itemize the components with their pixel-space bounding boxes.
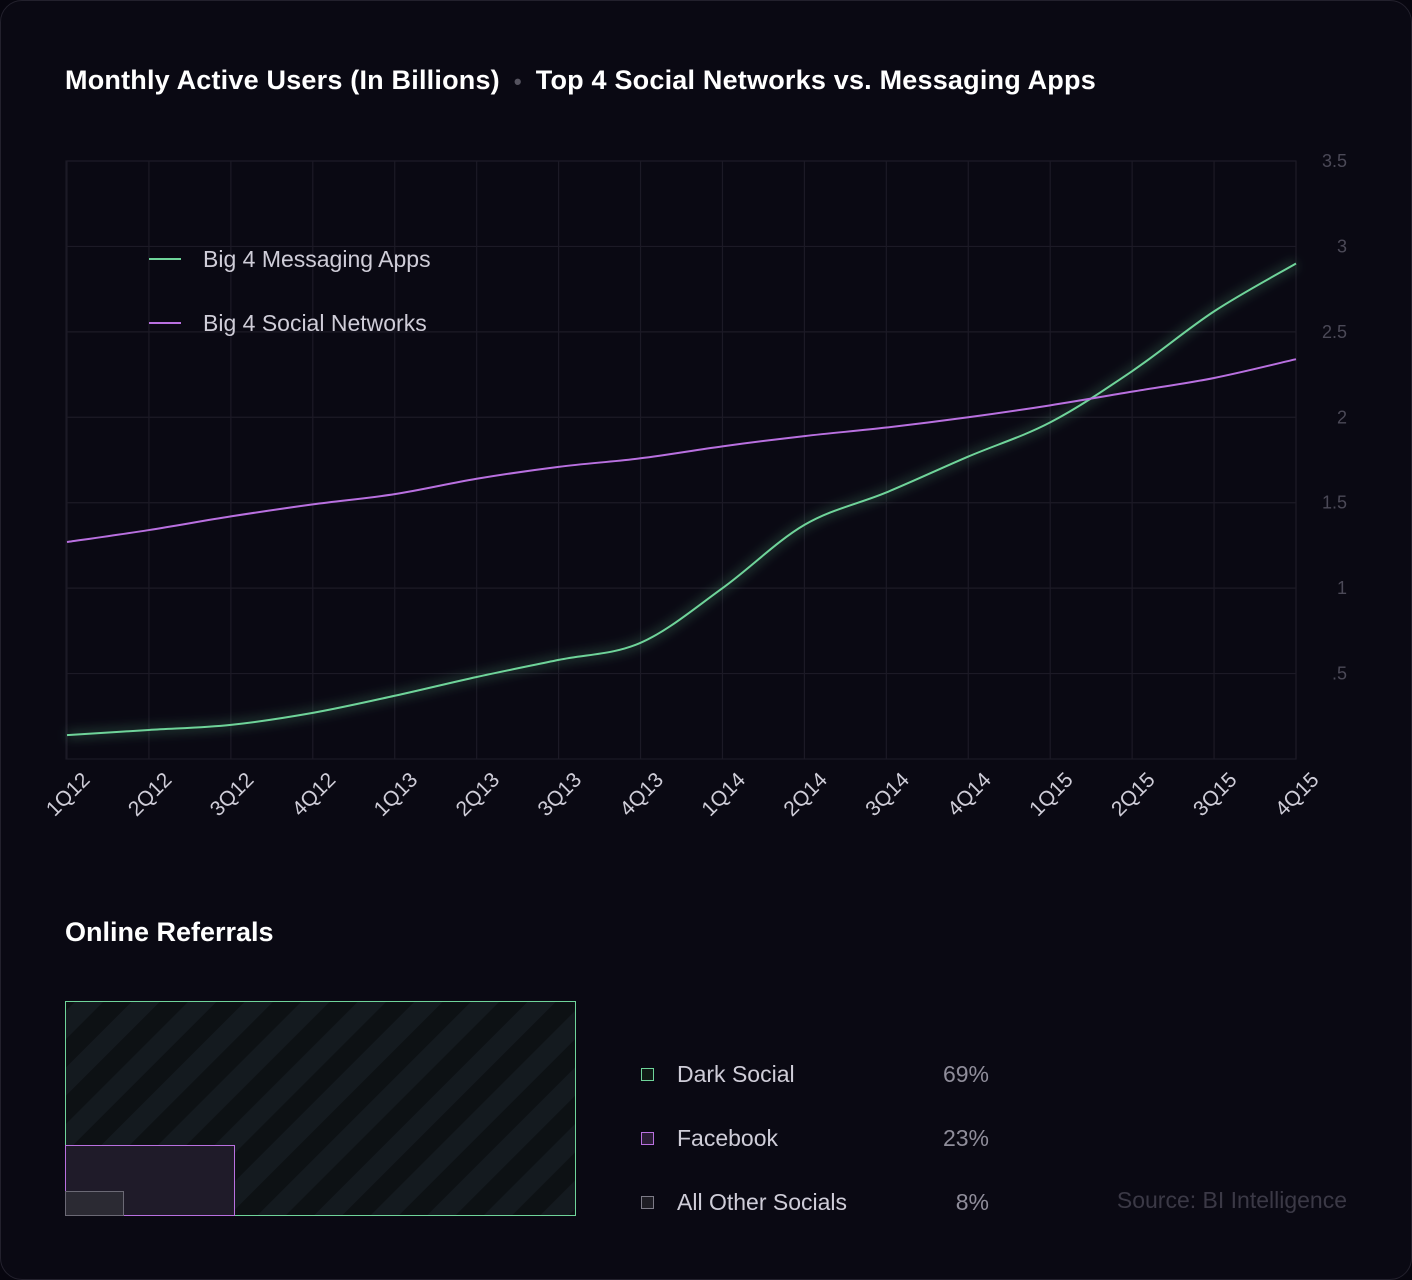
x-tick-label: 4Q12 xyxy=(288,768,341,821)
series-line-big-4-social-networks xyxy=(66,358,1297,544)
x-tick-label: 4Q14 xyxy=(943,768,996,821)
swatch-icon xyxy=(641,1195,654,1209)
y-tick-label: 3.5 xyxy=(1322,151,1347,171)
source-note: Source: BI Intelligence xyxy=(1116,1187,1347,1213)
y-tick-label: 1 xyxy=(1337,578,1347,598)
title-separator: • xyxy=(513,69,522,94)
referrals-title: Online Referrals xyxy=(65,917,274,947)
chart-grid xyxy=(65,160,1297,760)
legend-label: Big 4 Social Networks xyxy=(203,310,427,336)
referral-item-facebook: Facebook 23% xyxy=(641,1123,989,1153)
x-tick-label: 1Q15 xyxy=(1025,768,1078,821)
referrals-treemap xyxy=(65,1001,576,1216)
legend-label: Big 4 Messaging Apps xyxy=(203,246,431,272)
x-tick-label: 2Q15 xyxy=(1107,768,1160,821)
series-layer xyxy=(66,259,1299,741)
referral-label: All Other Socials xyxy=(677,1188,848,1215)
y-tick-label: 1.5 xyxy=(1322,493,1347,513)
x-tick-label: 2Q12 xyxy=(124,768,177,821)
y-tick-label: 2.5 xyxy=(1322,322,1347,342)
x-tick-label: 3Q15 xyxy=(1189,768,1242,821)
x-axis: 1Q12 2Q12 3Q12 4Q12 1Q13 2Q13 3Q13 4Q13 1Q14 2Q14… xyxy=(42,768,1324,821)
chart-title: Monthly Active Users (In Billions) • Top 4… xyxy=(65,65,1096,96)
y-tick-label: 3 xyxy=(1337,236,1347,256)
referral-value: 23% xyxy=(942,1124,989,1151)
swatch-icon xyxy=(641,1131,654,1145)
y-tick-label: 2 xyxy=(1337,407,1347,427)
referral-value: 69% xyxy=(942,1060,989,1087)
title-main: Monthly Active Users (In Billions) xyxy=(65,65,500,95)
referral-item-other-socials: All Other Socials 8% xyxy=(641,1187,989,1217)
x-tick-label: 3Q12 xyxy=(206,768,259,821)
x-tick-label: 3Q13 xyxy=(534,768,587,821)
x-tick-label: 4Q13 xyxy=(615,768,668,821)
x-tick-label: 1Q14 xyxy=(697,768,750,821)
referral-value: 8% xyxy=(955,1188,989,1215)
series-line-big-4-messaging-apps xyxy=(66,262,1297,737)
x-tick-label: 4Q15 xyxy=(1271,768,1324,821)
referral-label: Dark Social xyxy=(677,1060,795,1087)
title-subtitle: Top 4 Social Networks vs. Messaging Apps xyxy=(535,65,1096,95)
x-tick-label: 3Q14 xyxy=(861,768,914,821)
y-tick-label: .5 xyxy=(1332,664,1347,684)
referral-label: Facebook xyxy=(677,1124,779,1151)
x-tick-label: 2Q14 xyxy=(779,768,832,821)
chart-legend: Big 4 Messaging Apps Big 4 Social Network… xyxy=(149,246,431,336)
y-axis: .5 1 1.5 2 2.5 3 3.5 xyxy=(1322,151,1347,684)
x-tick-label: 1Q13 xyxy=(370,768,423,821)
x-tick-label: 2Q13 xyxy=(452,768,505,821)
referral-item-dark-social: Dark Social 69% xyxy=(641,1059,989,1089)
x-tick-label: 1Q12 xyxy=(42,768,95,821)
swatch-icon xyxy=(641,1067,654,1081)
treemap-other-socials xyxy=(65,1191,124,1216)
